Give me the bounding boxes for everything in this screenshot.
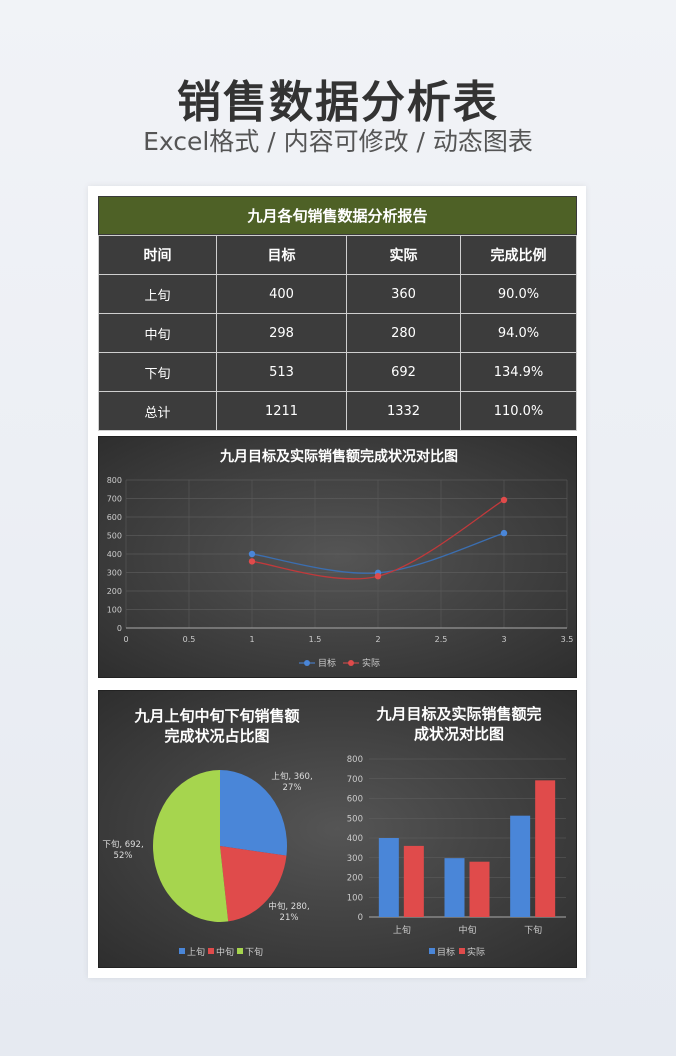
legend-label: 目标	[318, 657, 336, 669]
table-cell: 360	[346, 274, 461, 314]
pie-slice	[220, 846, 287, 922]
legend-marker	[348, 660, 354, 666]
legend-swatch	[179, 948, 185, 954]
legend-swatch	[237, 948, 243, 954]
x-tick-label: 0	[123, 635, 128, 644]
x-tick-label: 0.5	[183, 635, 196, 644]
y-tick-label: 800	[347, 755, 363, 765]
bar	[378, 838, 399, 917]
table-cell: 90.0%	[460, 274, 577, 314]
table-row: 中旬 298 280 94.0%	[98, 313, 577, 353]
data-label: 中旬, 280, 21%	[268, 901, 309, 923]
table-cell: 中旬	[98, 313, 217, 353]
legend-label: 中旬	[216, 946, 234, 958]
legend-label: 下旬	[245, 946, 263, 958]
bar-chart: 九月目标及实际销售额完成状况对比图 0 100 200 300 400 500 600 700 8…	[347, 705, 566, 958]
table-cell: 上旬	[98, 274, 217, 314]
table-cell: 1332	[346, 391, 461, 431]
x-tick-label: 3	[501, 635, 506, 644]
table-cell: 94.0%	[460, 313, 577, 353]
chart-title: 九月目标及实际销售额完	[375, 705, 541, 723]
x-tick-label: 2	[375, 635, 380, 644]
y-tick-label: 300	[347, 854, 363, 864]
chart-title: 九月目标及实际销售额完成状况对比图	[219, 448, 458, 465]
y-tick-label: 800	[107, 476, 122, 485]
y-tick-label: 0	[117, 624, 122, 633]
pie-slice	[153, 770, 229, 922]
table-cell: 400	[216, 274, 347, 314]
data-label: 下旬, 692, 52%	[102, 839, 143, 861]
chart-title: 九月上旬中旬下旬销售额	[133, 707, 299, 725]
legend-label: 目标	[437, 946, 455, 958]
page-subtitle: Excel格式 / 内容可修改 / 动态图表	[143, 127, 533, 156]
legend-swatch	[208, 948, 214, 954]
legend-marker	[304, 660, 310, 666]
table-cell: 下旬	[98, 352, 217, 392]
report-title: 九月各旬销售数据分析报告	[98, 196, 577, 235]
x-tick-label: 中旬	[458, 924, 476, 936]
table-cell: 513	[216, 352, 347, 392]
y-tick-label: 600	[347, 795, 363, 805]
y-tick-label: 100	[347, 893, 363, 903]
data-point	[374, 573, 382, 580]
bar	[444, 858, 465, 917]
pie-slice	[220, 770, 287, 856]
chart-title: 成状况对比图	[414, 725, 504, 743]
data-point	[248, 558, 256, 565]
legend-label: 实际	[362, 657, 380, 669]
x-tick-label: 下旬	[524, 924, 542, 936]
bar	[535, 780, 556, 917]
bar	[403, 845, 424, 917]
y-tick-label: 0	[358, 913, 363, 923]
data-point	[500, 529, 508, 537]
y-tick-label: 200	[347, 874, 363, 884]
bottom-charts-panel: 九月上旬中旬下旬销售额 完成状况占比图上旬, 360, 27% 中旬, 280, 21%…	[98, 690, 577, 968]
line-chart-panel: 九月目标及实际销售额完成状况对比图 0 100 200 300 400 500 600 700 8…	[98, 436, 577, 678]
x-tick-label: 上旬	[393, 924, 411, 936]
table-row: 下旬 513 692 134.9%	[98, 352, 577, 392]
chart-title: 完成状况占比图	[164, 727, 269, 745]
table-cell: 134.9%	[460, 352, 577, 392]
y-tick-label: 400	[347, 834, 363, 844]
legend-label: 上旬	[187, 946, 205, 958]
y-tick-label: 500	[347, 814, 363, 824]
col-target: 目标	[216, 235, 347, 275]
page-title: 销售数据分析表	[177, 77, 499, 128]
report-table: 九月各旬销售数据分析报告 时间 目标 实际 完成比例 上旬 400 360 90.0%…	[98, 196, 577, 431]
line-chart: 九月目标及实际销售额完成状况对比图 0 100 200 300 400 500 600 700 8…	[107, 448, 574, 669]
x-tick-label: 1	[249, 635, 254, 644]
table-cell: 110.0%	[460, 391, 577, 431]
table-cell: 280	[346, 313, 461, 353]
col-actual: 实际	[346, 235, 461, 275]
y-tick-label: 400	[107, 550, 122, 559]
x-tick-label: 1.5	[309, 635, 322, 644]
bar	[469, 861, 490, 917]
x-tick-label: 2.5	[435, 635, 448, 644]
y-tick-label: 200	[107, 587, 122, 596]
table-cell: 1211	[216, 391, 347, 431]
legend-label: 实际	[467, 946, 485, 958]
bar	[510, 815, 531, 917]
y-tick-label: 600	[107, 513, 122, 522]
x-tick-label: 3.5	[561, 635, 574, 644]
table-cell: 298	[216, 313, 347, 353]
y-tick-label: 500	[107, 532, 122, 541]
table-row: 总计 1211 1332 110.0%	[98, 391, 577, 431]
table-row: 上旬 400 360 90.0%	[98, 274, 577, 314]
col-time: 时间	[98, 235, 217, 275]
data-point	[248, 550, 256, 558]
y-tick-label: 700	[347, 775, 363, 785]
table-cell: 总计	[98, 391, 217, 431]
col-ratio: 完成比例	[460, 235, 577, 275]
y-tick-label: 700	[107, 495, 122, 504]
data-label: 上旬, 360, 27%	[271, 771, 312, 793]
y-tick-label: 300	[107, 569, 122, 578]
legend-swatch	[429, 948, 435, 954]
table-cell: 692	[346, 352, 461, 392]
y-tick-label: 100	[107, 606, 122, 615]
legend-swatch	[459, 948, 465, 954]
data-point	[500, 496, 508, 504]
